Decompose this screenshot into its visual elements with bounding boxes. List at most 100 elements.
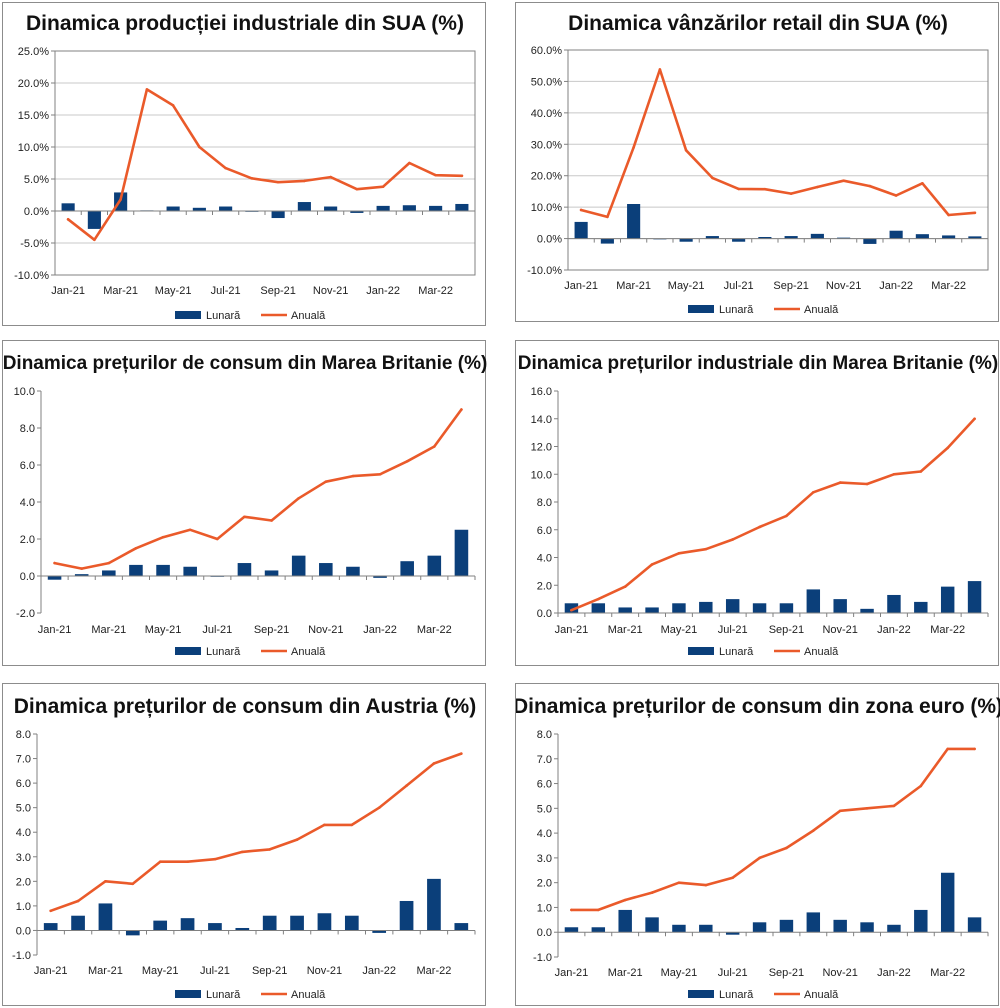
bar-monthly-feb-21 <box>71 915 85 931</box>
bar-monthly-mar-22 <box>940 872 955 933</box>
y-tick-label: 40.0% <box>531 108 562 120</box>
bar-monthly-mar-22 <box>940 586 955 613</box>
point-annual-mar-21 <box>119 198 122 201</box>
point-annual-jun-21 <box>711 176 714 180</box>
x-tick-label: May-21 <box>145 624 182 636</box>
bar-monthly-jan-22 <box>889 230 903 239</box>
point-annual-aug-21 <box>243 515 246 519</box>
point-annual-jan-22 <box>378 472 382 476</box>
point-annual-jul-21 <box>737 187 740 191</box>
y-tick-label: 6.0 <box>20 460 35 472</box>
bar-monthly-sep-21 <box>262 915 277 931</box>
y-tick-label: 0.0% <box>537 234 562 246</box>
bar-monthly-oct-21 <box>806 589 821 613</box>
point-annual-dec-21 <box>350 823 354 827</box>
x-tick-label: Jan-22 <box>362 965 396 977</box>
line-annual <box>53 408 463 570</box>
x-tick-label: Jan-22 <box>879 280 913 292</box>
x-tick-label: Mar-21 <box>103 285 138 297</box>
bar-monthly-may-21 <box>672 924 686 933</box>
point-annual-jan-22 <box>892 804 896 808</box>
bar-monthly-feb-22 <box>914 909 928 933</box>
bar-monthly-apr-22 <box>968 236 982 239</box>
y-tick-label: -10.0% <box>527 265 562 277</box>
line-annual <box>570 417 976 612</box>
x-tick-label: Mar-22 <box>418 285 453 297</box>
bar-monthly-feb-22 <box>915 234 929 239</box>
bar-monthly-dec-21 <box>350 211 364 213</box>
bar-monthly-oct-21 <box>297 202 311 211</box>
bar-monthly-jul-21 <box>725 932 740 935</box>
bar-monthly-feb-21 <box>87 211 101 229</box>
point-annual-mar-21 <box>623 585 627 588</box>
y-tick-label: 3.0 <box>537 853 552 865</box>
y-tick-label: 0.0 <box>537 608 552 620</box>
bar-monthly-dec-21 <box>346 566 360 576</box>
point-annual-mar-22 <box>432 762 436 765</box>
x-tick-label: Mar-21 <box>608 967 643 979</box>
bar-monthly-jan-22 <box>372 930 387 933</box>
point-annual-mar-22 <box>433 445 436 448</box>
bar-monthly-nov-21 <box>833 919 847 933</box>
chart-title: Dinamica prețurilor de consum din Marea … <box>3 353 487 374</box>
point-annual-sep-21 <box>268 848 271 851</box>
x-tick-label: Jul-21 <box>718 624 748 636</box>
point-annual-mar-22 <box>434 173 437 177</box>
x-tick-label: Jan-22 <box>363 624 397 636</box>
point-annual-feb-22 <box>408 161 411 165</box>
bar-monthly-apr-22 <box>455 203 469 211</box>
y-tick-label: 2.0 <box>537 878 552 890</box>
point-annual-dec-21 <box>355 187 359 191</box>
legend-label-annual: Anuală <box>804 304 839 316</box>
point-annual-oct-21 <box>295 838 299 841</box>
x-tick-label: Nov-21 <box>826 280 861 292</box>
bar-monthly-apr-21 <box>645 607 659 613</box>
point-annual-jan-21 <box>579 208 583 212</box>
point-annual-feb-21 <box>80 567 83 570</box>
bar-monthly-jan-22 <box>373 576 387 578</box>
y-tick-label: 5.0 <box>16 803 31 815</box>
bar-monthly-jun-21 <box>183 566 197 576</box>
bar-monthly-oct-21 <box>810 233 824 239</box>
bar-monthly-jan-21 <box>564 603 579 613</box>
legend-swatch-monthly <box>688 305 714 313</box>
point-annual-may-21 <box>161 535 165 539</box>
point-annual-oct-21 <box>812 829 815 832</box>
bar-monthly-jun-21 <box>699 924 713 933</box>
y-tick-label: 0.0 <box>16 925 31 937</box>
point-annual-may-21 <box>677 552 681 555</box>
bar-monthly-apr-21 <box>645 917 659 933</box>
bar-monthly-nov-21 <box>833 599 847 613</box>
y-tick-label: 0.0% <box>24 206 49 218</box>
point-annual-sep-21 <box>785 846 788 850</box>
y-tick-label: 2.0 <box>20 534 35 546</box>
chart-panel-us-industrial-production: Dinamica producției industriale din SUA … <box>2 2 486 326</box>
chart-panel-uk-consumer-prices: Dinamica prețurilor de consum din Marea … <box>2 340 487 666</box>
y-tick-label: 60.0% <box>531 45 562 57</box>
point-annual-oct-21 <box>303 179 306 183</box>
bar-monthly-dec-21 <box>863 238 877 244</box>
bar-monthly-jan-21 <box>564 927 579 933</box>
y-tick-label: 5.0 <box>537 803 552 815</box>
point-annual-mar-21 <box>632 146 635 149</box>
bar-monthly-feb-21 <box>74 574 89 576</box>
bar-monthly-aug-21 <box>237 563 252 576</box>
x-tick-label: Jan-21 <box>555 967 589 979</box>
x-tick-label: Mar-22 <box>931 280 966 292</box>
bar-monthly-apr-22 <box>967 917 982 933</box>
bar-monthly-may-21 <box>166 206 180 211</box>
bar-monthly-jul-21 <box>219 206 233 211</box>
point-annual-may-21 <box>677 881 681 884</box>
bar-monthly-apr-22 <box>454 529 469 576</box>
bar-monthly-feb-21 <box>591 603 606 613</box>
chart-panel-austria-consumer-prices: Dinamica prețurilor de consum din Austri… <box>2 683 486 1006</box>
chart-panel-uk-industrial-prices: Dinamica prețurilor industriale din Mare… <box>515 340 999 666</box>
y-tick-label: 4.0 <box>537 553 552 565</box>
point-annual-mar-22 <box>946 747 949 751</box>
plot-area-border <box>567 49 989 271</box>
x-tick-label: May-21 <box>668 280 705 292</box>
bar-monthly-mar-22 <box>429 205 443 211</box>
point-annual-aug-21 <box>250 177 254 180</box>
x-tick-label: Jan-21 <box>38 624 72 636</box>
legend-swatch-monthly <box>175 647 201 655</box>
